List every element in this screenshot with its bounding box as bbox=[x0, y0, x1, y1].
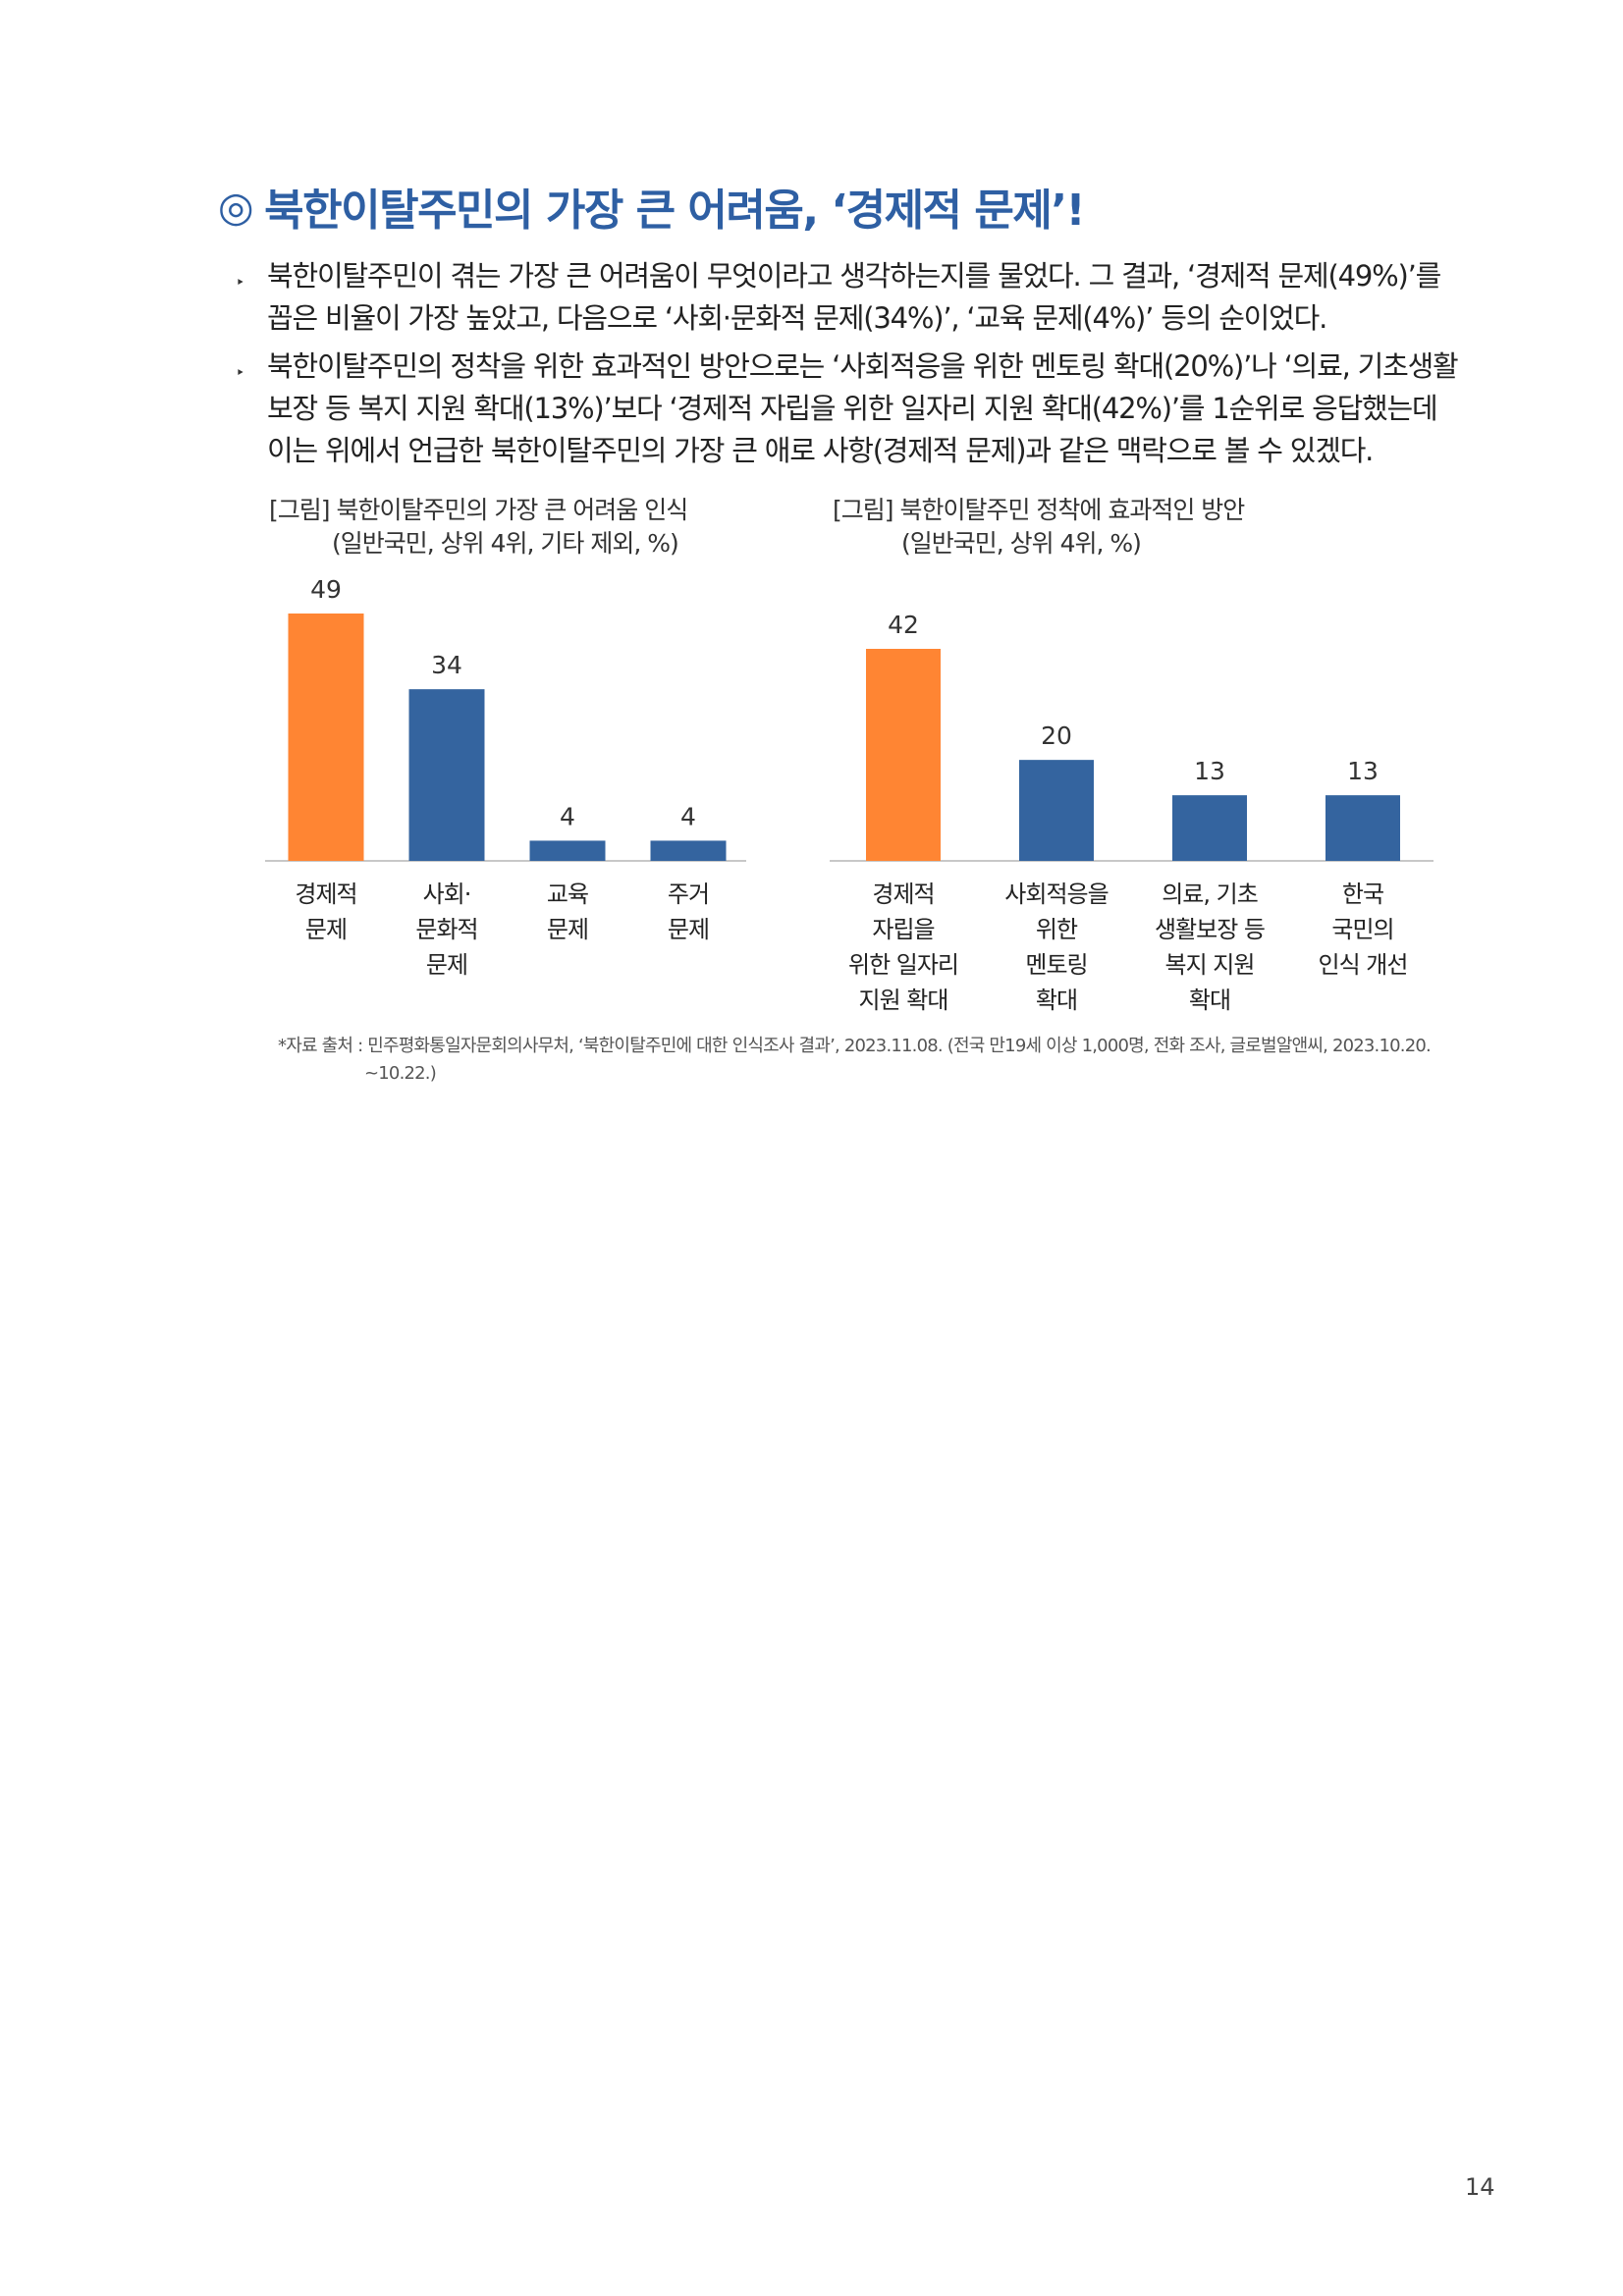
chart-2-value-label-2: 13 bbox=[1194, 757, 1225, 785]
triangle-bullet-icon: ‣ bbox=[236, 273, 244, 292]
chart-1-category-label-3-0: 주거 bbox=[668, 881, 709, 908]
double-circle-icon: ◎ bbox=[218, 182, 254, 231]
chart-1-bar-2 bbox=[529, 840, 606, 861]
chart-2-bar-3 bbox=[1325, 795, 1400, 861]
chart-2-bar-1 bbox=[1019, 760, 1094, 861]
chart-2-subtitle: (일반국민, 상위 4위, %) bbox=[901, 529, 1142, 558]
chart-2-category-label-0-2: 위한 일자리 bbox=[848, 951, 958, 979]
chart-2-value-label-1: 20 bbox=[1041, 721, 1072, 750]
chart-1-value-label-1: 34 bbox=[431, 651, 462, 679]
chart-2-value-label-3: 13 bbox=[1347, 757, 1379, 785]
chart-2-category-label-0-3: 지원 확대 bbox=[859, 987, 948, 1014]
bullet-paragraph-2: ‣ 북한이탈주민의 정착을 위한 효과적인 방안으로는 ‘사회적응을 위한 멘토… bbox=[236, 346, 1483, 472]
chart-2-category-label-1-0: 사회적응을 bbox=[1004, 881, 1108, 908]
chart-2-caption: [그림] 북한이탈주민 정착에 효과적인 방안 (일반국민, 상위 4위, %) bbox=[833, 494, 1245, 561]
chart-1-category-label-2-1: 문제 bbox=[547, 916, 588, 943]
chart-2-category-label-1-3: 확대 bbox=[1036, 987, 1077, 1014]
bullet-2-line-3: 이는 위에서 언급한 북한이탈주민의 가장 큰 애로 사항(경제적 문제)과 같… bbox=[267, 434, 1374, 467]
source-note: *자료 출처 : 민주평화통일자문회의사무처, ‘북한이탈주민에 대한 인식조사… bbox=[278, 1033, 1456, 1088]
chart-1-value-label-2: 4 bbox=[560, 802, 575, 830]
bullet-1-line-1: 북한이탈주민이 겪는 가장 큰 어려움이 무엇이라고 생각하는지를 물었다. 그… bbox=[267, 259, 1441, 293]
bullet-1-line-2: 꼽은 비율이 가장 높았고, 다음으로 ‘사회·문화적 문제(34%)’, ‘교… bbox=[267, 301, 1327, 335]
chart-2-category-label-1-1: 위한 bbox=[1036, 916, 1078, 943]
triangle-bullet-icon: ‣ bbox=[236, 363, 244, 382]
chart-1-category-label-1-2: 문제 bbox=[426, 951, 467, 979]
source-line-2: ~10.22.) bbox=[364, 1063, 437, 1084]
chart-1-value-label-3: 4 bbox=[680, 802, 696, 830]
chart-2-bar-2 bbox=[1172, 795, 1247, 861]
chart-2-category-label-2-2: 복지 지원 bbox=[1165, 951, 1255, 979]
chart-2-category-label-3-2: 인식 개선 bbox=[1319, 951, 1408, 979]
bullet-2-line-1: 북한이탈주민의 정착을 위한 효과적인 방안으로는 ‘사회적응을 위한 멘토링 … bbox=[267, 349, 1459, 383]
chart-1-bar-1 bbox=[408, 689, 485, 861]
chart-1-category-label-0-0: 경제적 bbox=[295, 881, 356, 908]
chart-2-category-label-2-1: 생활보장 등 bbox=[1155, 916, 1265, 943]
chart-1-category-label-2-0: 교육 bbox=[547, 881, 588, 908]
chart-2-category-label-0-0: 경제적 bbox=[872, 881, 934, 908]
chart-1-subtitle: (일반국민, 상위 4위, 기타 제외, %) bbox=[332, 529, 679, 558]
chart-2-title: [그림] 북한이탈주민 정착에 효과적인 방안 bbox=[833, 496, 1245, 524]
chart-1-bar-0 bbox=[288, 614, 364, 861]
source-line-1: *자료 출처 : 민주평화통일자문회의사무처, ‘북한이탈주민에 대한 인식조사… bbox=[278, 1036, 1432, 1056]
chart-2-category-label-0-1: 자립을 bbox=[872, 916, 934, 943]
section-heading-text: 북한이탈주민의 가장 큰 어려움, ‘경제적 문제’! bbox=[264, 186, 1085, 236]
chart-2-category-label-1-2: 멘토링 bbox=[1025, 951, 1087, 979]
chart-1-bar-3 bbox=[650, 840, 727, 861]
chart-1-caption: [그림] 북한이탈주민의 가장 큰 어려움 인식 (일반국민, 상위 4위, 기… bbox=[269, 494, 688, 561]
bullet-2-line-2: 보장 등 복지 지원 확대(13%)’보다 ‘경제적 자립을 위한 일자리 지원… bbox=[267, 392, 1438, 425]
chart-2-value-label-0: 42 bbox=[888, 611, 919, 639]
chart-1-title: [그림] 북한이탈주민의 가장 큰 어려움 인식 bbox=[269, 496, 688, 524]
chart-1-category-label-1-1: 문화적 bbox=[415, 916, 477, 943]
page-number: 14 bbox=[1465, 2173, 1495, 2201]
chart-2-category-label-3-1: 국민의 bbox=[1331, 916, 1393, 943]
chart-1-category-label-1-0: 사회· bbox=[423, 881, 471, 908]
chart-2-bar-0 bbox=[866, 649, 941, 861]
chart-2-category-label-2-0: 의료, 기초 bbox=[1162, 881, 1258, 908]
chart-1-category-label-3-1: 문제 bbox=[668, 916, 709, 943]
chart-2-category-label-3-0: 한국 bbox=[1342, 881, 1383, 908]
chart-1-category-label-0-1: 문제 bbox=[305, 916, 347, 943]
chart-1-value-label-0: 49 bbox=[310, 575, 342, 604]
section-heading: ◎ 북한이탈주민의 가장 큰 어려움, ‘경제적 문제’! bbox=[218, 175, 1086, 238]
chart-2-category-label-2-3: 확대 bbox=[1189, 987, 1230, 1014]
bullet-paragraph-1: ‣ 북한이탈주민이 겪는 가장 큰 어려움이 무엇이라고 생각하는지를 물었다.… bbox=[236, 255, 1483, 340]
